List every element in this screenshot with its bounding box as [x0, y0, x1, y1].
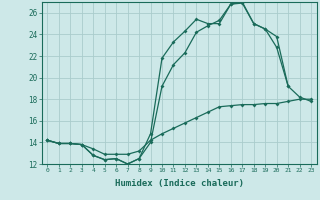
X-axis label: Humidex (Indice chaleur): Humidex (Indice chaleur) [115, 179, 244, 188]
